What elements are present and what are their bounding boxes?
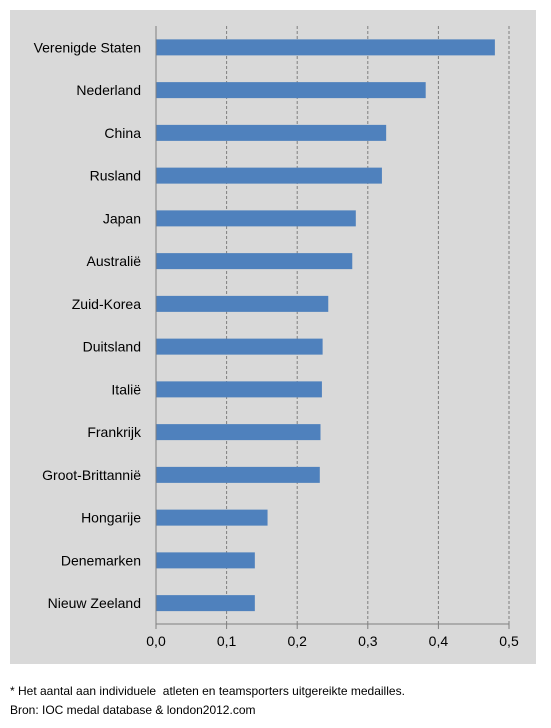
bar: [156, 124, 387, 141]
x-tick-label: 0,0: [146, 633, 166, 649]
category-label: Duitsland: [83, 339, 141, 355]
category-label: Rusland: [90, 168, 141, 184]
x-tick-label: 0,4: [429, 633, 449, 649]
bar: [156, 210, 356, 227]
category-label: Denemarken: [61, 552, 141, 568]
category-label: Zuid-Korea: [72, 296, 141, 312]
x-tick-label: 0,1: [217, 633, 237, 649]
bar: [156, 381, 322, 398]
category-label: Italië: [111, 381, 141, 397]
chart-panel: [10, 10, 536, 664]
category-label: Groot-Brittannië: [42, 467, 141, 483]
bar: [156, 253, 353, 270]
bar: [156, 466, 320, 483]
category-label: Nieuw Zeeland: [48, 595, 141, 611]
category-label: Frankrijk: [87, 424, 142, 440]
bar: [156, 82, 426, 99]
bar: [156, 424, 321, 441]
category-label: Verenigde Staten: [34, 39, 141, 55]
footnote-source: Bron: IOC medal database & london2012.co…: [10, 703, 256, 717]
category-label: Hongarije: [81, 510, 141, 526]
category-label: Japan: [103, 210, 141, 226]
bar: [156, 295, 329, 312]
bar: [156, 39, 495, 56]
bar: [156, 167, 382, 184]
bar: [156, 552, 255, 569]
bar: [156, 509, 268, 526]
category-label: Australië: [87, 253, 142, 269]
bar: [156, 338, 323, 355]
x-tick-label: 0,3: [358, 633, 378, 649]
category-label: Nederland: [76, 82, 141, 98]
category-label: China: [104, 125, 141, 141]
footnote-definition: * Het aantal aan individuele atleten en …: [10, 684, 405, 698]
x-tick-label: 0,2: [287, 633, 307, 649]
x-tick-label: 0,5: [499, 633, 519, 649]
bar: [156, 595, 255, 612]
